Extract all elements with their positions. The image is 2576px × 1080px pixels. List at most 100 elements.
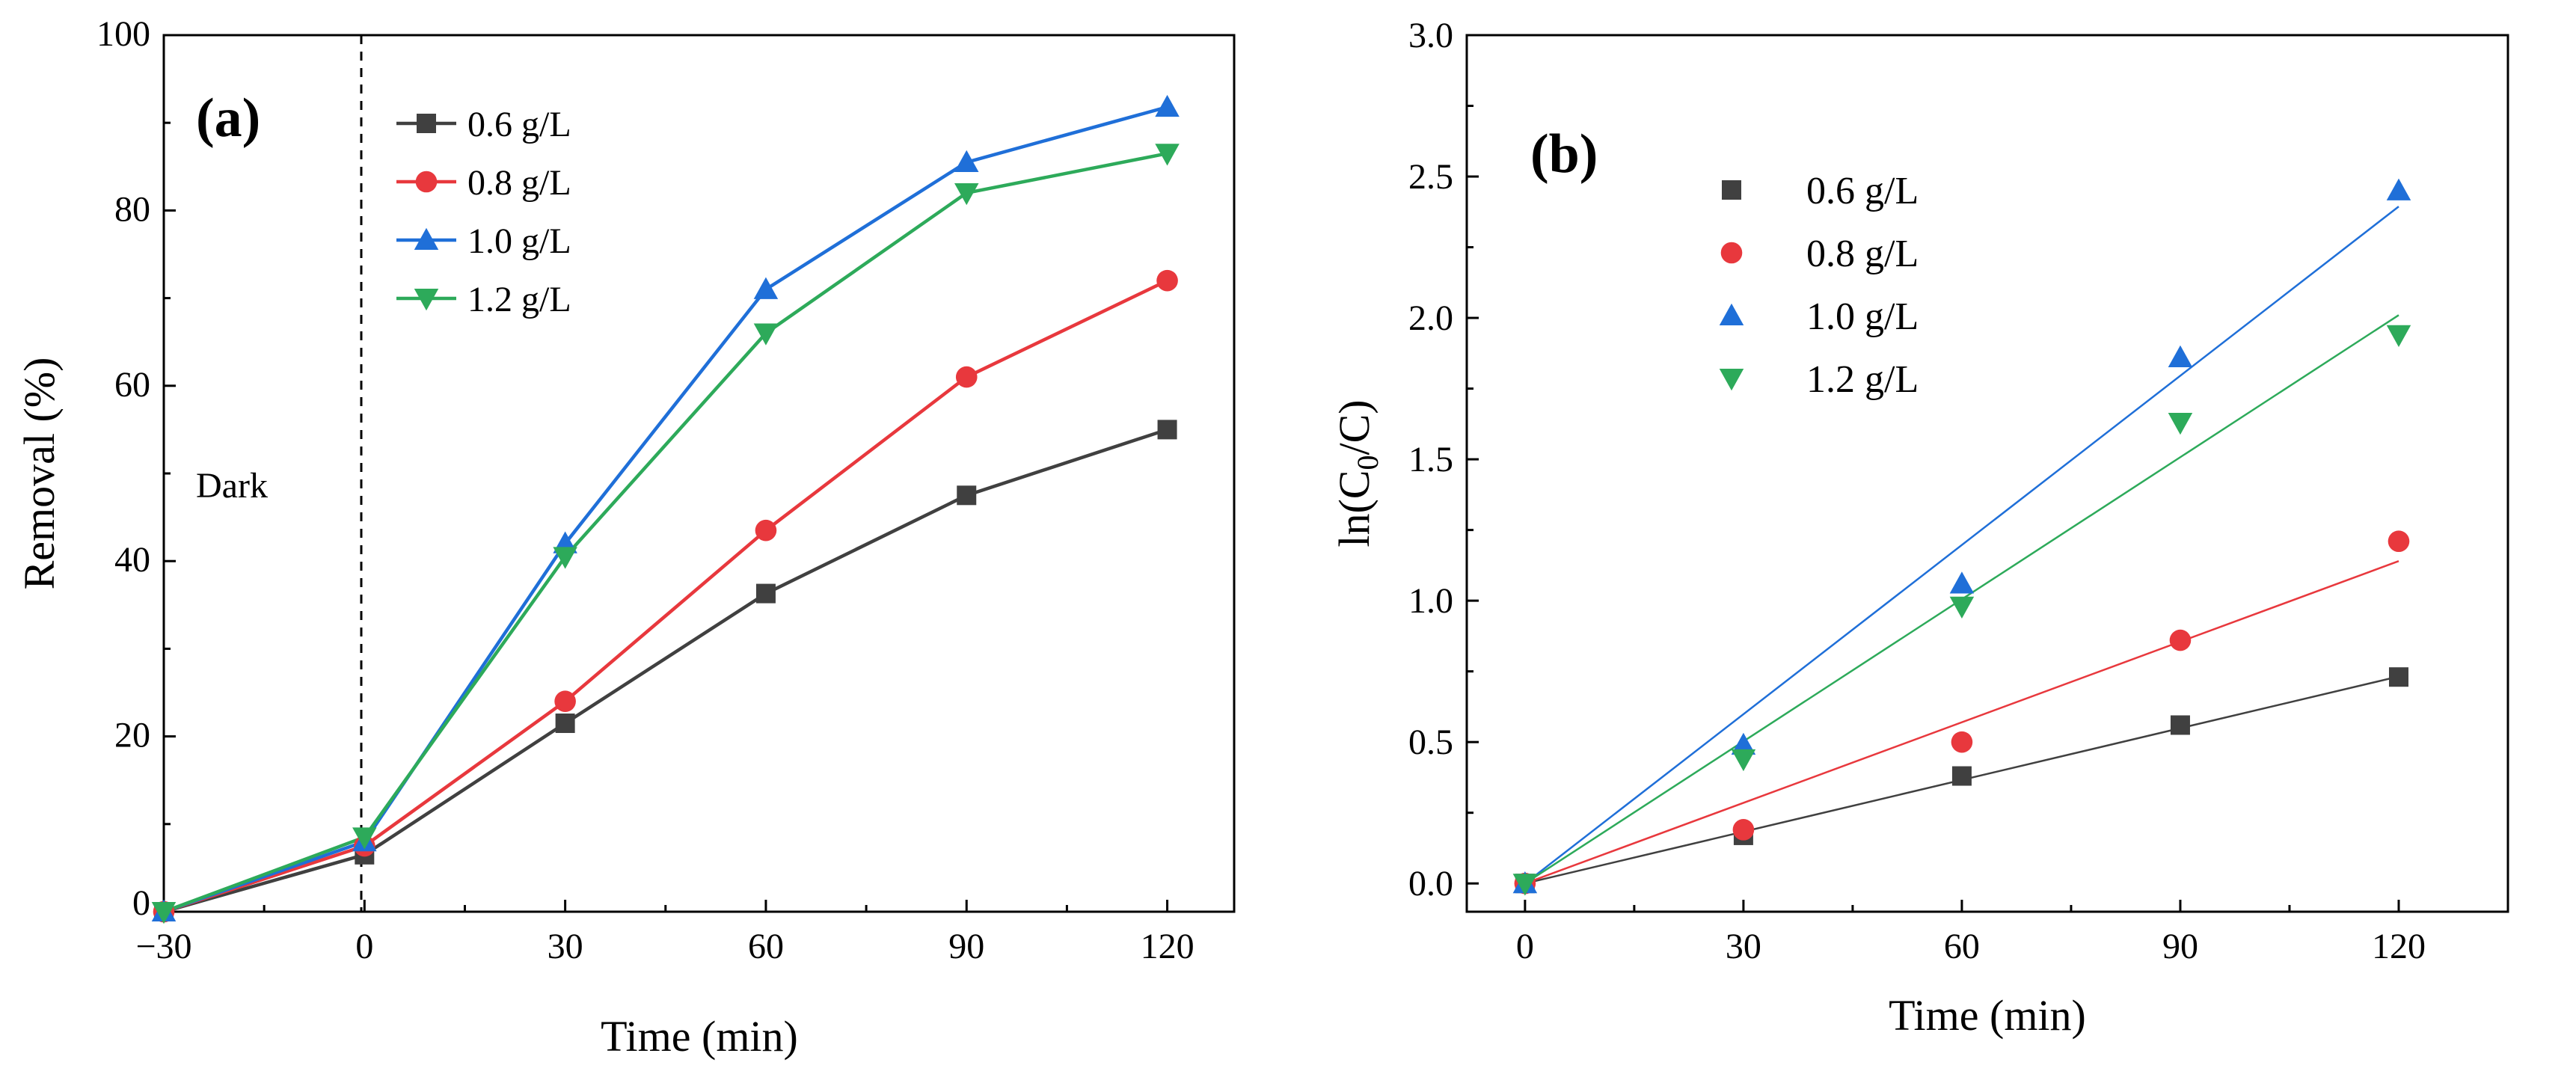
panel-b-y-axis-title-main: ln(C [1330,470,1379,547]
panel-b-y-tick-label: 3.0 [1408,16,1453,55]
panel-b-x-axis-title: Time (min) [1889,991,2086,1040]
panel-b-y-axis-title-tail: /C) [1330,399,1379,455]
panel-b-data-point [2168,412,2193,435]
panel-a-y-tick-label: 40 [114,540,150,580]
panel-a-series-line [163,105,1168,914]
panel-a-data-point [1157,420,1177,440]
panel-b-y-axis-title-subscript: 0 [1351,455,1384,470]
panel-a-series-line [163,152,1168,914]
panel-a-legend-label: 0.8 g/L [467,163,571,203]
panel-b-ticks: 0 30 60 90 120 0.0 0.5 1.0 1.5 2.0 2.5 3.0 [1408,16,2426,966]
panel-a-legend: 0.6 g/L 0.8 g/L 1.0 g/L 1.2 g/L [396,105,571,319]
panel-a-legend-label: 0.6 g/L [467,105,571,144]
panel-b-x-tick-label: 90 [2162,927,2198,966]
panel-a-legend-marker [414,289,439,311]
panel-b-y-tick-label: 0.5 [1408,722,1453,762]
panel-b-series [1512,178,2411,896]
panel-a-legend-label: 1.2 g/L [467,280,571,319]
panel-b-y-axis-title: ln(C0/C) [1330,399,1384,547]
panel-b-fit-line [1524,560,2399,885]
panel-b-data-point [1731,749,1756,772]
panel-a-legend-label: 1.0 g/L [467,221,571,261]
panel-a-data-point [954,182,979,206]
panel-a-x-tick-label: 60 [748,927,784,966]
panel-a-legend-marker [414,227,439,250]
panel-b-legend-marker [1719,303,1744,325]
panel-b-data-point [2168,345,2193,367]
panel-b-x-tick-label: 0 [1516,927,1534,966]
panel-b-legend: 0.6 g/L 0.8 g/L 1.0 g/L 1.2 g/L [1719,170,1919,401]
panel-b-data-point [1951,766,1972,786]
panel-a-data-point [553,547,577,569]
panel-a-data-point [755,519,777,541]
panel-b-label: (b) [1530,123,1598,185]
panel-a-x-tick-label: −30 [135,927,191,966]
panel-b-frame [1465,34,2509,913]
panel-b-legend-label: 0.6 g/L [1806,170,1919,212]
panel-a-data-point [1155,144,1180,166]
panel-a-y-axis-title: Removal (%) [15,358,64,590]
panel-a-series-line [163,428,1168,914]
panel-a-legend-marker [415,171,438,193]
panel-b-legend-marker [1720,242,1743,264]
panel-a-data-point [555,714,575,734]
panel-b-legend-label: 1.2 g/L [1806,358,1919,401]
panel-a-data-point [151,902,177,924]
panel-b-legend-label: 0.8 g/L [1806,233,1919,275]
panel-b-y-tick-label: 2.5 [1408,157,1453,197]
panel-a-legend-marker [417,114,436,133]
panel-a-data-point [352,827,377,850]
panel-a-ticks: −30 0 30 60 90 120 0 20 40 60 80 100 [96,14,1195,966]
panel-b-data-point [2170,715,2190,735]
panel-a-x-tick-label: 0 [355,927,373,966]
panel-a-y-tick-label: 20 [114,716,150,755]
panel-a-dark-annotation: Dark [196,466,268,506]
panel-b-y-tick-label: 2.0 [1408,298,1453,338]
panel-a-x-tick-label: 90 [948,927,984,966]
panel-a-data-point [957,485,977,506]
panel-b-data-point [1949,596,1975,619]
panel-a-data-point [1155,94,1180,117]
panel-b-data-point [1951,731,1973,753]
panel-a-x-tick-label: 120 [1141,927,1195,966]
panel-a-x-tick-label: 30 [548,927,583,966]
panel-b-legend-label: 1.0 g/L [1806,295,1919,338]
panel-a-y-tick-label: 80 [114,189,150,229]
panel-a-data-point [954,150,979,172]
panel-a-y-tick-label: 60 [114,365,150,405]
panel-b-x-tick-label: 30 [1726,927,1761,966]
panel-a-data-point [753,277,779,299]
panel-a-label: (a) [196,88,260,149]
panel-b-legend-marker [1719,369,1744,391]
panel-b-fit-line [1524,206,2399,885]
panel-b-data-point [1731,732,1756,755]
panel-a-data-point [1156,269,1178,292]
panel-b-data-point [2386,178,2411,200]
panel-a-chart: −30 0 30 60 90 120 0 20 40 60 80 100 (a) Dark Time … [15,14,1236,1061]
panel-b-legend-marker [1722,180,1741,200]
panel-b-data-point [2169,629,2192,651]
panel-a-series [151,94,1180,924]
panel-a-x-axis-title: Time (min) [601,1012,798,1061]
panel-b-chart: 0 30 60 90 120 0.0 0.5 1.0 1.5 2.0 2.5 3.0 (b) Time… [1330,16,2509,1040]
panel-b-data-point [2386,325,2411,347]
panel-a-data-point [753,323,779,346]
panel-b-y-tick-label: 1.5 [1408,440,1453,479]
panel-b-y-tick-label: 0.0 [1408,864,1453,903]
panel-b-data-point [1732,819,1755,841]
panel-a-data-point [755,583,776,604]
panel-b-data-point [1949,571,1975,594]
panel-b-x-tick-label: 60 [1944,927,1980,966]
panel-a-data-point [554,690,576,713]
panel-b-data-point [1512,874,1538,896]
panel-a-data-point [955,366,978,388]
panel-b-y-tick-label: 1.0 [1408,581,1453,621]
panel-a-series-line [163,279,1168,914]
panel-b-data-point [2388,667,2408,687]
panel-a-frame [162,34,1236,913]
panel-a-y-tick-label: 0 [132,883,150,923]
panel-a-y-tick-label: 100 [96,14,150,54]
panel-b-data-point [2388,530,2410,553]
panel-b-x-tick-label: 120 [2372,927,2426,966]
